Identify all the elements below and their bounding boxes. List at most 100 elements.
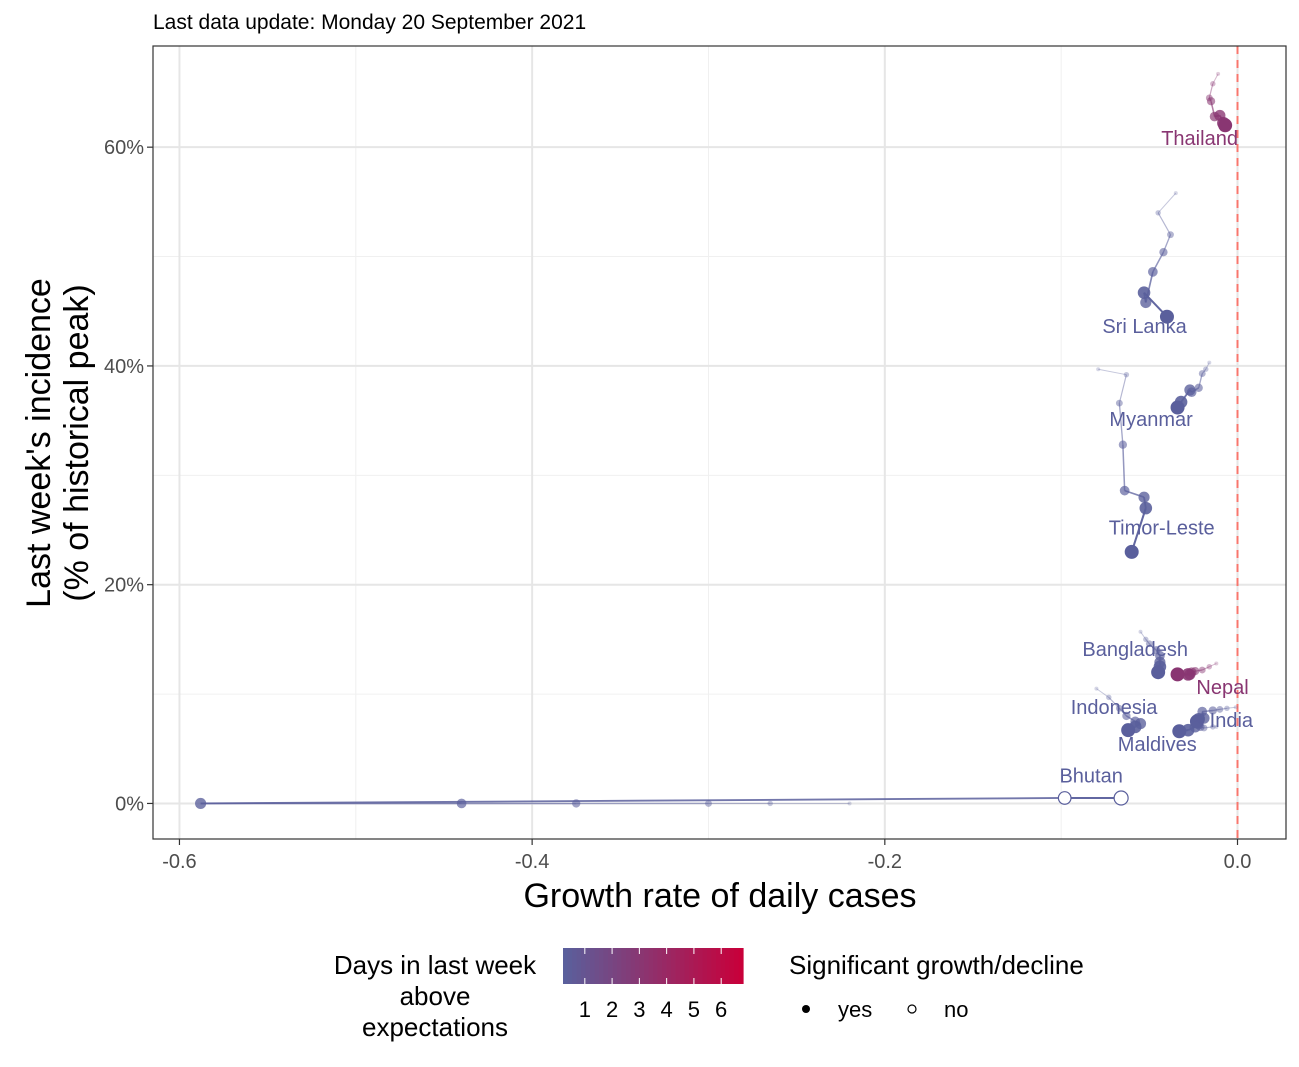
data-point [847, 801, 852, 806]
data-point [1113, 790, 1129, 806]
data-point [705, 800, 712, 807]
legend-colorbar-segment [639, 948, 645, 984]
y-axis: 0% 20% 40% 60% [104, 137, 153, 815]
country-label: Sri Lanka [1102, 316, 1187, 338]
legend-colorbar-segment [563, 948, 569, 984]
data-point [1210, 724, 1216, 730]
legend-color-title: above [400, 981, 471, 1011]
plot-border [152, 45, 1287, 840]
data-point [1216, 71, 1221, 76]
trail-segment [1209, 662, 1217, 668]
data-point [1210, 81, 1216, 87]
trail-segment [1130, 507, 1147, 553]
legend-colorbar-segment [644, 948, 650, 984]
y-tick-label: 20% [104, 575, 144, 597]
legend-shape-key [907, 1004, 917, 1014]
x-axis: -0.6 -0.4 -0.2 0.0 [162, 839, 1251, 873]
data-point [1123, 371, 1130, 378]
trail-segment [1208, 83, 1214, 99]
legend-colorbar-segment [738, 948, 744, 984]
data-point [1094, 686, 1099, 691]
legend-significance-title: Significant growth/decline [789, 950, 1084, 980]
legend-colorbar-label: 1 [579, 997, 591, 1022]
data-point [1207, 360, 1212, 365]
legend-shape-label: no [944, 997, 968, 1022]
legend-colorbar-segment [603, 948, 609, 984]
legend-colorbar-segment [725, 948, 731, 984]
data-point [1118, 440, 1128, 449]
data-point [572, 799, 581, 808]
legend-colorbar-segment [621, 948, 627, 984]
legend-colorbar-segment [608, 948, 614, 984]
data-point [1173, 191, 1178, 196]
legend-colorbar-segment [671, 948, 677, 984]
data-point [1194, 383, 1203, 392]
legend-colorbar-segment [657, 948, 663, 984]
trail-segment [1108, 696, 1120, 709]
legend-colorbar-segment [612, 948, 618, 984]
data-point [1145, 640, 1153, 648]
legend-colorbar-label: 5 [688, 997, 700, 1022]
country-label: Thailand [1161, 128, 1238, 150]
x-tick-label: 0.0 [1224, 851, 1252, 873]
legend-shape-label: yes [838, 997, 872, 1022]
legend-colorbar-segment [626, 948, 632, 984]
trail-segment [1226, 706, 1236, 709]
country-points [195, 71, 1238, 810]
y-tick-label: 60% [104, 137, 144, 159]
data-point [1170, 667, 1185, 682]
data-point [1143, 636, 1149, 643]
trail-segment [1201, 368, 1207, 374]
data-point [1198, 666, 1206, 674]
data-point [1057, 791, 1072, 805]
plot-background [153, 46, 1286, 839]
legend-colorbar-segment [662, 948, 668, 984]
chart-subtitle: Last data update: Monday 20 September 20… [153, 11, 586, 34]
legend-colorbar-segment [675, 948, 681, 984]
x-tick-label: -0.2 [868, 851, 902, 873]
data-point [1139, 501, 1153, 515]
data-point [1208, 706, 1217, 715]
legend-significance: Significant growth/decline yes no [789, 950, 1084, 1022]
legend-colorbar-label: 4 [661, 997, 673, 1022]
data-point [1119, 485, 1130, 496]
data-point [1096, 367, 1101, 372]
x-axis-title: Growth rate of daily cases [523, 877, 916, 915]
data-point [1214, 661, 1219, 666]
data-point [1214, 724, 1219, 729]
trail-segment [1219, 707, 1228, 710]
data-point [1159, 309, 1174, 324]
legend-colorbar-segment [590, 948, 596, 984]
data-point [1170, 400, 1185, 415]
data-point [1140, 296, 1152, 309]
legend-colorbar-segment [720, 948, 726, 984]
data-point [1216, 705, 1224, 713]
legend-colorbar-label: 2 [606, 997, 618, 1022]
data-point [1138, 629, 1143, 634]
y-axis-title-line: Last week's incidence [20, 278, 58, 608]
data-point [1206, 664, 1213, 670]
data-point [1224, 705, 1230, 712]
data-point [1181, 668, 1195, 681]
grid-minor [153, 46, 1286, 839]
trail-segment [1212, 73, 1219, 84]
legend-colorbar-segment [693, 948, 699, 984]
trail-segment [1118, 374, 1127, 404]
data-point [1115, 704, 1123, 712]
trail-segment [1157, 192, 1177, 214]
legend-colorbar-segment [689, 948, 695, 984]
legend-color-title: expectations [362, 1012, 508, 1042]
data-point [1167, 231, 1174, 239]
trail-segment [1140, 631, 1147, 640]
y-tick-label: 0% [115, 793, 144, 815]
legend-colorbar-segment [729, 948, 735, 984]
trail-segment [1145, 639, 1150, 645]
x-tick-label: -0.4 [515, 851, 549, 873]
trail-segment [1098, 368, 1127, 376]
data-point [1206, 97, 1216, 106]
trail-segment [1096, 688, 1110, 698]
country-label: Maldives [1118, 734, 1197, 756]
